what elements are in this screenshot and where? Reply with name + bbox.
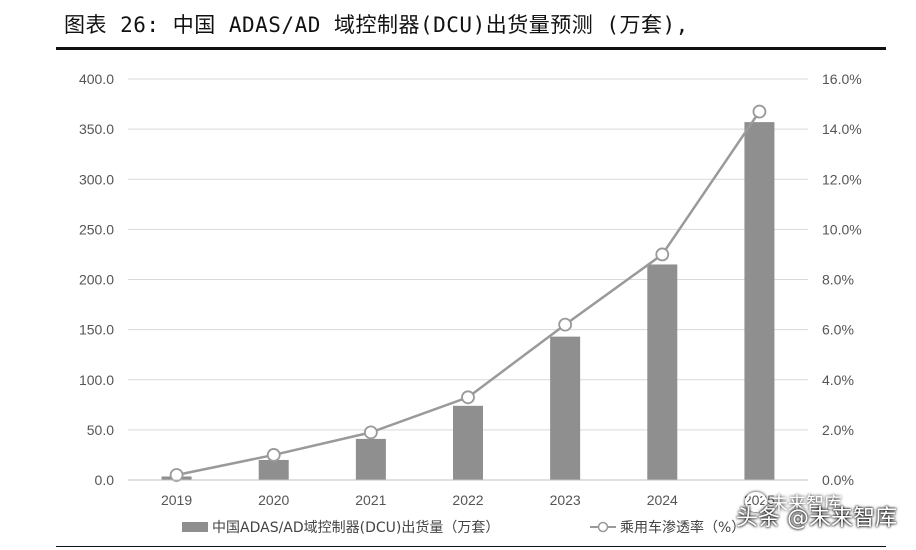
legend-line-label: 乘用车渗透率（%） — [620, 519, 745, 536]
legend-bar-swatch — [182, 522, 208, 532]
x-tick-label: 2021 — [355, 492, 386, 508]
title-divider — [56, 47, 886, 50]
y-right-tick-label: 2.0% — [822, 422, 854, 438]
y-right-tick-label: 12.0% — [822, 171, 862, 187]
bar — [647, 264, 678, 480]
x-tick-label: 2024 — [647, 492, 678, 508]
y-left-tick-label: 100.0 — [79, 372, 114, 388]
y-left-tick-label: 0.0 — [95, 472, 115, 488]
bar — [550, 336, 581, 480]
y-left-tick-label: 400.0 — [79, 71, 114, 87]
watermark-text: 头条 @未来智库 — [736, 506, 897, 531]
y-right-tick-label: 6.0% — [822, 322, 854, 338]
legend-bar-label: 中国ADAS/AD域控制器(DCU)出货量（万套） — [212, 519, 499, 536]
legend-line-marker — [597, 521, 609, 533]
line-point — [169, 468, 184, 482]
y-right-tick-label: 4.0% — [822, 372, 854, 388]
y-left-tick-label: 250.0 — [79, 221, 114, 237]
y-left-tick-label: 350.0 — [79, 121, 114, 137]
line-point — [752, 104, 767, 119]
chart-title: 图表 26: 中国 ADAS/AD 域控制器(DCU)出货量预测 (万套), — [64, 13, 689, 37]
y-left-tick-label: 200.0 — [79, 272, 114, 288]
watermark-icon — [745, 492, 767, 512]
y-right-tick-label: 10.0% — [822, 221, 862, 237]
x-tick-label: 2019 — [161, 492, 192, 508]
y-right-tick-label: 16.0% — [822, 71, 862, 87]
bar — [355, 438, 386, 480]
x-tick-label: 2020 — [258, 492, 289, 508]
x-tick-label: 2022 — [452, 492, 483, 508]
x-tick-label: 2023 — [550, 492, 581, 508]
bar — [258, 459, 289, 480]
line-point — [363, 425, 378, 440]
y-left-tick-label: 150.0 — [79, 322, 114, 338]
y-right-tick-label: 14.0% — [822, 121, 862, 137]
line-point — [266, 448, 281, 462]
y-left-tick-label: 300.0 — [79, 171, 114, 187]
y-right-tick-label: 8.0% — [822, 272, 854, 288]
bar — [453, 405, 483, 480]
line-point — [655, 247, 670, 262]
line-point — [558, 317, 573, 332]
y-right-tick-label: 0.0% — [822, 472, 854, 488]
watermark-top: 未来智库 — [770, 494, 842, 515]
bottom-divider — [56, 546, 886, 547]
line-point — [461, 390, 475, 405]
bar — [744, 122, 775, 481]
y-left-tick-label: 50.0 — [87, 422, 114, 438]
